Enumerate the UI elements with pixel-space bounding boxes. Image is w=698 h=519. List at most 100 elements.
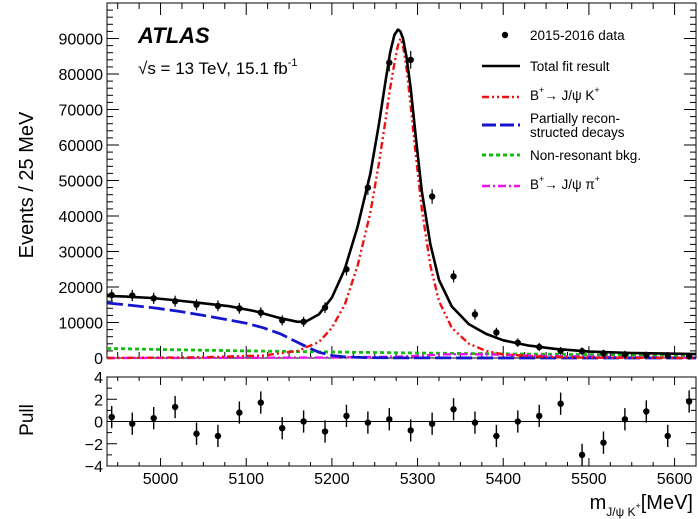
- legend: 2015-2016 data Total fit result B+→ J/ψ …: [482, 28, 641, 192]
- main-y-tick-label: 90000: [59, 32, 104, 49]
- data-point: [279, 317, 286, 324]
- series-line-bjk: [106, 37, 697, 360]
- pull-point: [557, 400, 564, 407]
- legend-bjpi-main: B: [530, 177, 539, 192]
- pull-point: [108, 413, 115, 421]
- series-line-partial: [106, 301, 697, 360]
- x-tick-label: 5000: [143, 471, 179, 488]
- data-point: [428, 193, 436, 200]
- data-point: [129, 292, 136, 299]
- data-point: [193, 301, 200, 308]
- pull-point: [407, 427, 414, 434]
- pull-point: [536, 412, 543, 420]
- series-line-nonres: [106, 347, 697, 357]
- x-tick-label: 5100: [228, 471, 264, 488]
- x-axis-title: mJ/ψ K+[MeV]: [590, 492, 693, 519]
- pull-point: [257, 399, 264, 406]
- legend-partial-label-line2: structed decays: [530, 125, 625, 140]
- data-point: [321, 304, 329, 311]
- data-point: [236, 305, 243, 312]
- x-tick-label: 5600: [657, 471, 693, 488]
- pull-point: [685, 398, 693, 405]
- legend-data-marker: [501, 31, 509, 39]
- pull-y-tick-label: 2: [94, 392, 103, 409]
- x-tick-label: 5400: [485, 471, 521, 488]
- pull-y-axis-title: Pull: [17, 404, 38, 436]
- main-y-tick-label: 40000: [59, 209, 104, 226]
- pull-point: [450, 406, 457, 413]
- data-point: [450, 273, 457, 280]
- main-y-tick-label: 60000: [59, 138, 104, 155]
- pull-point: [129, 420, 136, 427]
- data-point: [257, 309, 264, 316]
- data-point: [171, 298, 179, 305]
- experiment-label: ATLAS: [137, 23, 210, 48]
- data-point: [214, 302, 222, 310]
- pull-point: [343, 412, 350, 420]
- pull-point: [171, 403, 179, 411]
- legend-nonres-label: Non-resonant bkg.: [530, 148, 641, 163]
- data-point: [685, 353, 693, 360]
- legend-bjk-label: B+→ J/ψ K+: [530, 85, 600, 103]
- energy-text: √s = 13 TeV, 15.1 fb: [138, 59, 288, 78]
- legend-bjk-arrow: → J/ψ K: [544, 88, 594, 103]
- legend-bjk-sup2: +: [594, 85, 599, 95]
- legend-fit-label: Total fit result: [530, 59, 610, 74]
- series-line-bjpi: [106, 352, 697, 360]
- data-point: [364, 184, 372, 191]
- x-tick-label: 5200: [314, 471, 350, 488]
- pull-point: [193, 430, 200, 437]
- pull-point: [321, 428, 329, 435]
- main-y-tick-label: 0: [94, 351, 103, 368]
- x-axis-title-main: m: [590, 492, 607, 514]
- pull-point: [578, 451, 586, 459]
- data-point: [643, 351, 650, 359]
- pull-point: [514, 418, 522, 425]
- pull-point: [150, 414, 157, 422]
- data-point: [150, 295, 157, 302]
- main-y-tick-label: 80000: [59, 67, 104, 84]
- x-tick-label: 5300: [400, 471, 436, 488]
- pull-point: [236, 409, 243, 416]
- x-tick-label: 5500: [571, 471, 607, 488]
- pull-y-tick-label: 0: [94, 415, 103, 432]
- pull-y-tick-label: 4: [94, 370, 103, 387]
- data-point: [621, 351, 629, 358]
- data-point: [557, 347, 564, 355]
- legend-partial-label-line1: Partially recon-: [530, 111, 620, 126]
- pull-point: [664, 432, 671, 440]
- energy-superscript: -1: [288, 57, 298, 69]
- x-axis-title-unit: [MeV]: [641, 492, 693, 514]
- pull-point: [364, 419, 372, 426]
- pull-point: [643, 408, 650, 415]
- main-y-axis-title: Events / 25 MeV: [16, 111, 38, 258]
- data-point: [407, 56, 414, 63]
- data-point: [471, 311, 479, 318]
- pull-point: [621, 416, 629, 423]
- pull-point: [493, 432, 500, 440]
- pull-point: [386, 416, 393, 423]
- pull-point: [600, 439, 607, 446]
- main-y-tick-label: 20000: [59, 280, 104, 297]
- main-y-tick-label: 70000: [59, 103, 104, 120]
- legend-bjpi-arrow: → J/ψ π: [544, 177, 594, 192]
- legend-bjk-sup1: +: [539, 85, 544, 95]
- pull-point: [471, 419, 479, 426]
- data-point: [108, 291, 115, 299]
- legend-bjpi-sup1: +: [539, 174, 544, 184]
- data-point: [386, 59, 393, 66]
- main-y-tick-label: 50000: [59, 174, 104, 191]
- legend-bjpi-sup2: +: [595, 174, 600, 184]
- data-point: [578, 348, 586, 355]
- legend-data-label: 2015-2016 data: [530, 28, 625, 43]
- energy-label: √s = 13 TeV, 15.1 fb-1: [138, 57, 297, 78]
- data-point: [493, 329, 500, 336]
- data-point: [536, 343, 543, 351]
- x-axis-title-sub: J/ψ K: [606, 505, 635, 519]
- data-point: [300, 318, 307, 325]
- legend-bjpi-label: B+→ J/ψ π+: [530, 174, 600, 192]
- data-point: [600, 350, 607, 357]
- pull-point: [279, 424, 286, 432]
- pull-point: [300, 418, 307, 425]
